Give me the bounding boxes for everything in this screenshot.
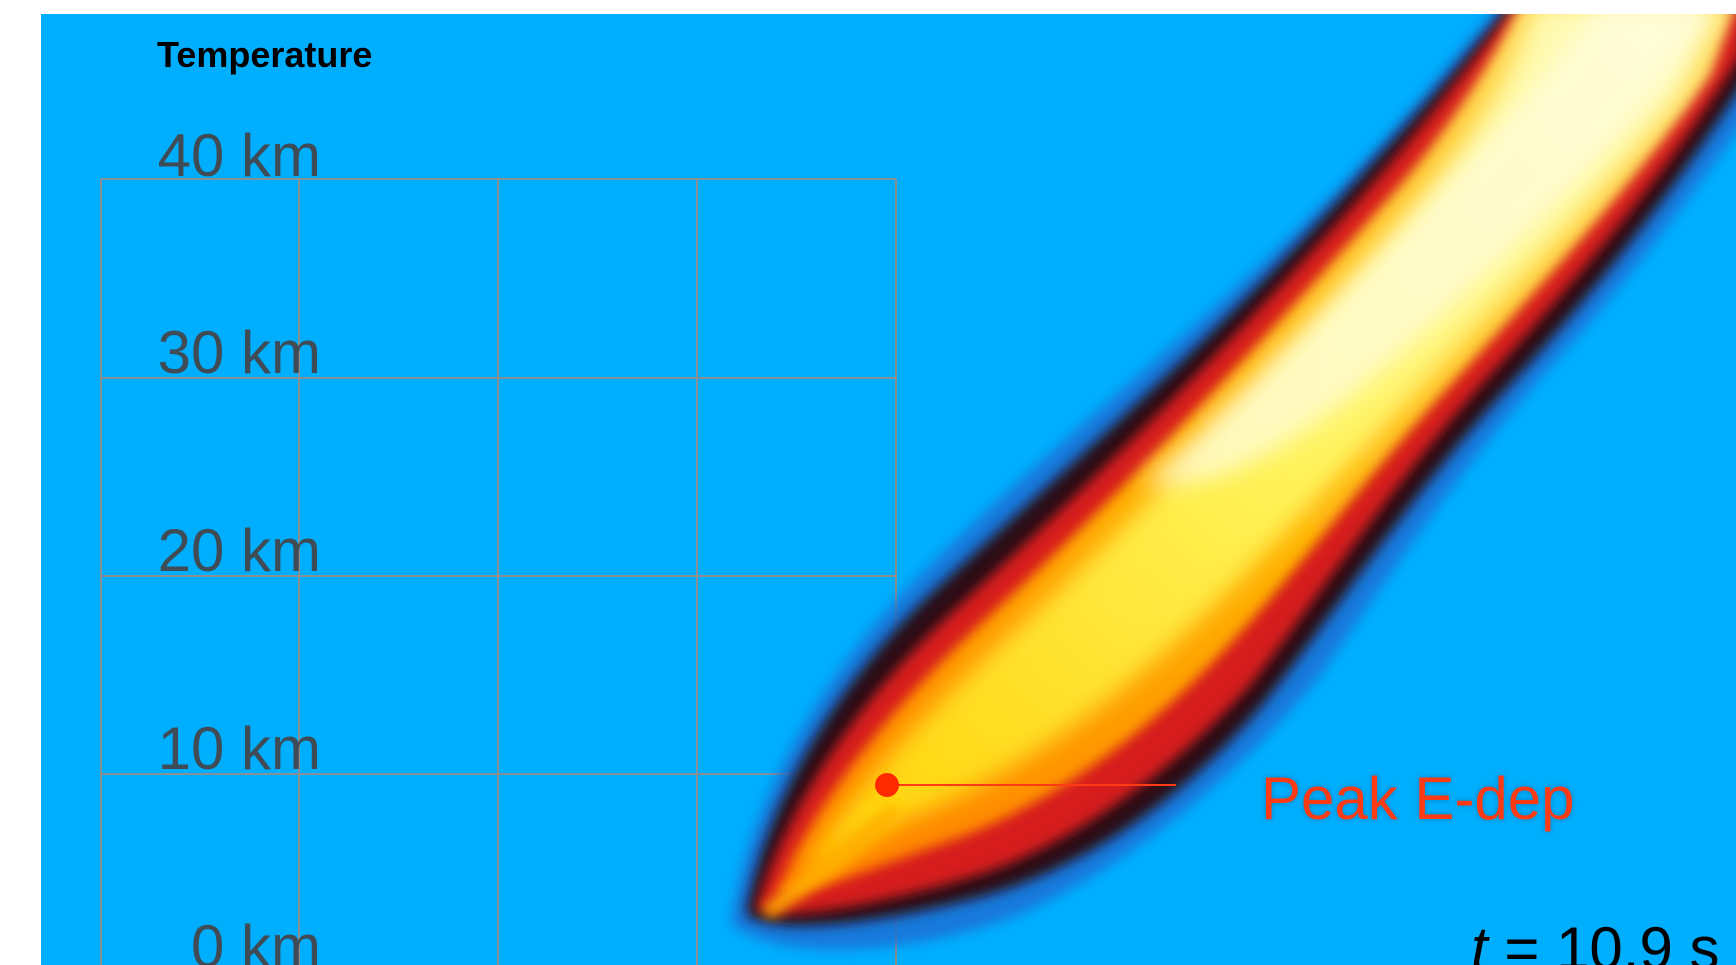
peak-dot: [875, 773, 899, 797]
altitude-label-20: 20 km: [157, 517, 321, 584]
altitude-label-30: 30 km: [157, 319, 321, 386]
core-highlight: [1141, 14, 1705, 486]
distance-grid: [100, 178, 897, 965]
tip-streak: [761, 804, 901, 919]
time-symbol: t: [1471, 915, 1488, 965]
peak-energy-marker: [875, 773, 1176, 797]
simulation-panel: Temperature 40 km 30 km 20 km 10 km 0 km…: [41, 14, 1736, 965]
temperature-visualization: [100, 14, 1736, 965]
altitude-label-10: 10 km: [157, 715, 321, 782]
meteor-plume: [731, 14, 1736, 950]
peak-edep-label: Peak E-dep: [1261, 765, 1575, 832]
time-equals: =: [1487, 915, 1557, 965]
time-value: 10.9 s: [1556, 915, 1720, 965]
figure-title: Temperature: [157, 34, 373, 75]
altitude-label-0: 0 km: [190, 913, 321, 965]
time-readout: t = 10.9 s: [1471, 916, 1720, 965]
altitude-label-40: 40 km: [157, 122, 321, 189]
